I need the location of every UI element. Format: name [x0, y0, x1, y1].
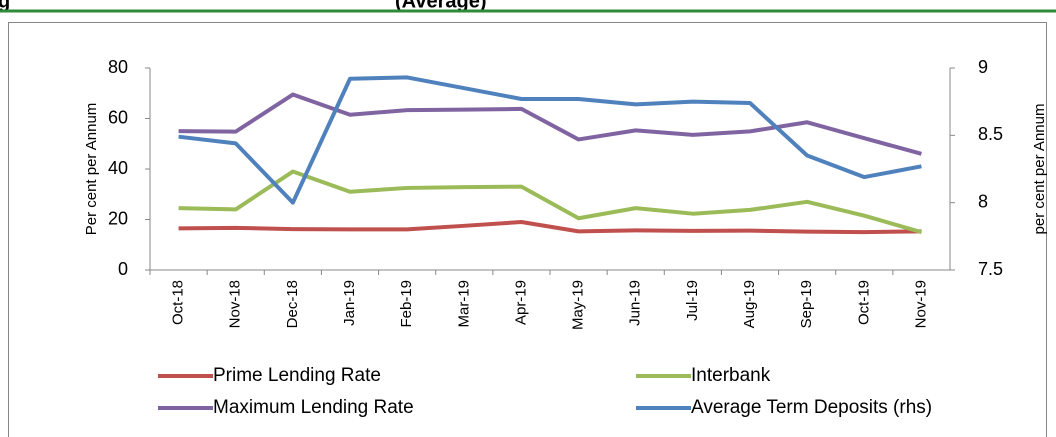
series-line: [178, 220, 922, 235]
legend-label: Maximum Lending Rate: [213, 397, 414, 418]
series-line: [178, 169, 922, 235]
x-tick-label: Jun-19: [627, 280, 644, 326]
series-line: [178, 92, 922, 156]
y2-tick-label: 7.5: [978, 259, 1003, 279]
y2-axis-title: per cent per Annum: [1031, 104, 1048, 235]
x-tick-label: May-19: [570, 280, 587, 330]
title-fragment: (Average): [395, 0, 487, 12]
legend-label: Average Term Deposits (rhs): [691, 397, 932, 418]
x-tick-label: Jul-19: [684, 280, 701, 321]
x-tick-label: Jan-19: [341, 280, 358, 326]
y-tick-label: 0: [118, 259, 128, 279]
x-tick-label: Apr-19: [512, 280, 529, 325]
legend-label: Prime Lending Rate: [213, 365, 381, 386]
x-tick-label: Nov-18: [227, 280, 244, 328]
x-tick-label: Nov-19: [912, 280, 929, 328]
x-tick-label: Dec-18: [284, 280, 301, 328]
y2-tick-label: 8.5: [978, 124, 1003, 144]
y-axis-title: Per cent per Annum: [83, 103, 100, 236]
x-tick-label: Oct-18: [170, 280, 187, 325]
x-tick-label: Aug-19: [741, 280, 758, 328]
y-tick-label: 40: [108, 158, 128, 178]
legend-label: Interbank: [691, 365, 771, 386]
title-fragment: g: [0, 0, 10, 12]
series-line: [178, 75, 922, 205]
y2-tick-label: 8: [978, 191, 988, 211]
chart-frame: [8, 22, 1047, 437]
y-tick-label: 20: [108, 208, 128, 228]
x-tick-label: Sep-19: [798, 280, 815, 328]
y2-tick-label: 9: [978, 57, 988, 77]
x-tick-label: Feb-19: [398, 280, 415, 328]
y-tick-label: 80: [108, 57, 128, 77]
y-tick-label: 60: [108, 107, 128, 127]
x-tick-label: Mar-19: [455, 280, 472, 328]
x-tick-label: Oct-19: [855, 280, 872, 325]
